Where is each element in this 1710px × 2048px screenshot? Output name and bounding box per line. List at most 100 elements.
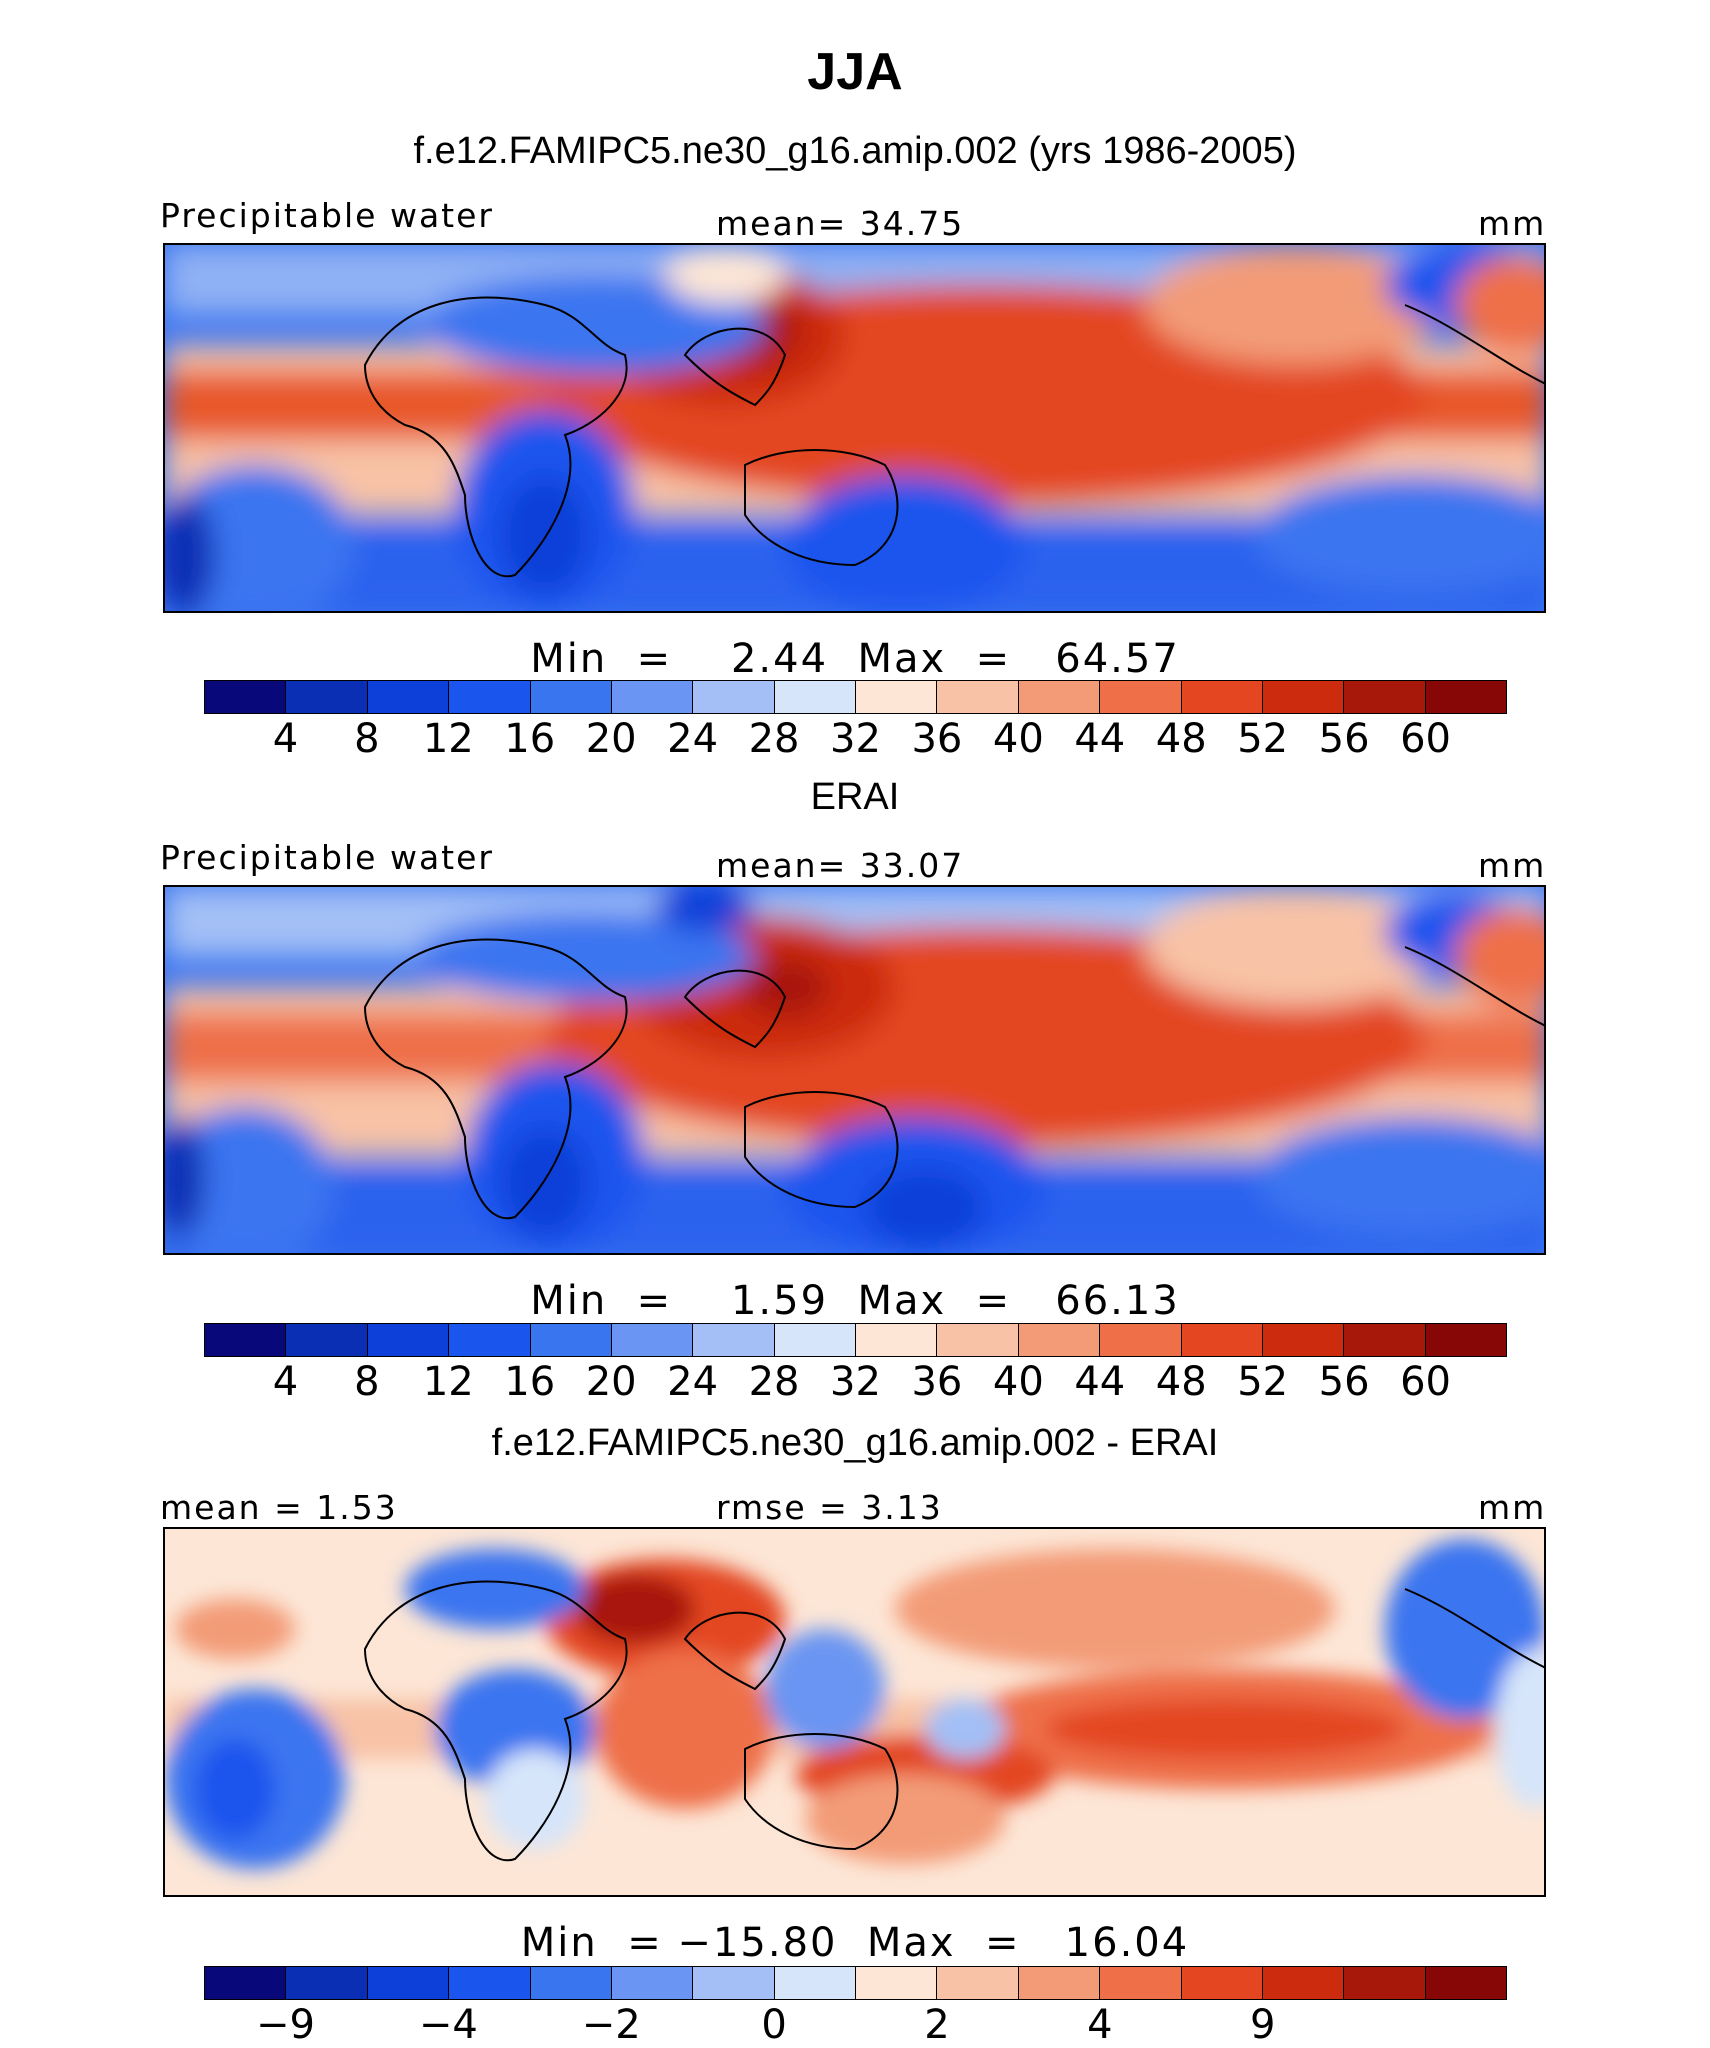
colorbar-tick-label: 2 <box>924 2002 950 2048</box>
colorbar-swatch <box>856 1324 938 1356</box>
panel-1-map <box>163 243 1546 613</box>
colorbar-swatch <box>205 681 287 713</box>
panel-1-colorbar <box>204 680 1507 714</box>
colorbar-swatch <box>367 1324 450 1356</box>
colorbar-tick-label: 36 <box>911 716 963 762</box>
colorbar-tick-label: 36 <box>911 1359 963 1405</box>
colorbar-swatch <box>1181 1324 1263 1356</box>
colorbar-tick-label: −4 <box>418 2002 478 2048</box>
colorbar-tick-label: 48 <box>1155 1359 1207 1405</box>
panel-3-map <box>163 1527 1546 1897</box>
colorbar-swatch <box>1262 1324 1345 1356</box>
colorbar-swatch <box>1018 1967 1101 1999</box>
colorbar-tick-label: 12 <box>422 716 474 762</box>
colorbar-swatch <box>205 1967 287 1999</box>
colorbar-tick-label: 24 <box>667 716 719 762</box>
panel-1-units-label: mm <box>1478 204 1547 243</box>
figure-title: JJA <box>807 43 903 101</box>
panel-2-map <box>163 885 1546 1255</box>
colorbar-swatch <box>1018 1324 1101 1356</box>
panel-3-rmse-label: rmse = 3.13 <box>716 1488 943 1527</box>
colorbar-swatch <box>286 681 368 713</box>
colorbar-swatch <box>693 1324 775 1356</box>
colorbar-swatch <box>937 1324 1019 1356</box>
colorbar-swatch <box>1344 1967 1426 1999</box>
colorbar-swatch <box>286 1967 368 1999</box>
colorbar-swatch <box>611 1967 694 1999</box>
panel-3-colorbar <box>204 1966 1507 2000</box>
panel-2-units-label: mm <box>1478 846 1547 885</box>
colorbar-swatch <box>611 681 694 713</box>
panel-2-colorbar <box>204 1323 1507 1357</box>
colorbar-swatch <box>937 681 1019 713</box>
colorbar-tick-label: 32 <box>830 716 881 762</box>
panel-2-title: ERAI <box>810 776 900 818</box>
colorbar-swatch <box>1100 681 1182 713</box>
colorbar-tick-label: 20 <box>585 1359 637 1405</box>
colorbar-swatch <box>856 681 938 713</box>
colorbar-tick-label: −2 <box>581 2002 641 2048</box>
panel-1-colorbar-ticks: 4 8 12 16 20 24 28 32 36 40 44 48 52 56 60 <box>204 716 1507 762</box>
colorbar-tick-label: 40 <box>992 716 1044 762</box>
colorbar-tick-label: 52 <box>1237 716 1289 762</box>
colorbar-tick-label: 56 <box>1318 716 1370 762</box>
panel-3-minmax: Min = −15.80 Max = 16.04 <box>520 1920 1190 1966</box>
colorbar-swatch <box>693 681 775 713</box>
colorbar-swatch <box>530 1967 612 1999</box>
colorbar-tick-label: −9 <box>255 2002 315 2048</box>
colorbar-tick-label: 28 <box>748 1359 800 1405</box>
colorbar-swatch <box>1100 1324 1182 1356</box>
colorbar-swatch <box>611 1324 694 1356</box>
colorbar-swatch <box>774 1324 856 1356</box>
panel-2-mean-label: mean= 33.07 <box>716 846 965 885</box>
colorbar-swatch <box>1262 1967 1345 1999</box>
panel-1-title: f.e12.FAMIPC5.ne30_g16.amip.002 (yrs 198… <box>413 130 1297 172</box>
colorbar-swatch <box>367 1967 450 1999</box>
panel-3-units-label: mm <box>1478 1488 1547 1527</box>
colorbar-swatch <box>449 1324 531 1356</box>
colorbar-swatch <box>856 1967 938 1999</box>
colorbar-tick-label: 16 <box>504 1359 556 1405</box>
colorbar-swatch <box>449 1967 531 1999</box>
panel-2-left-label: Precipitable water <box>160 838 494 877</box>
colorbar-tick-label: 32 <box>830 1359 881 1405</box>
panel-1-left-label: Precipitable water <box>160 196 494 235</box>
colorbar-swatch <box>1181 1967 1263 1999</box>
colorbar-tick-label: 4 <box>272 716 299 762</box>
colorbar-swatch <box>774 1967 856 1999</box>
panel-1-minmax: Min = 2.44 Max = 64.57 <box>530 636 1180 682</box>
colorbar-swatch <box>530 681 612 713</box>
colorbar-tick-label: 16 <box>504 716 556 762</box>
colorbar-tick-label: 20 <box>585 716 637 762</box>
colorbar-swatch <box>1425 1967 1506 1999</box>
colorbar-tick-label: 44 <box>1074 716 1126 762</box>
colorbar-tick-label: 44 <box>1074 1359 1126 1405</box>
colorbar-tick-label: 48 <box>1155 716 1207 762</box>
colorbar-swatch <box>1344 681 1426 713</box>
colorbar-tick-label: 4 <box>272 1359 299 1405</box>
colorbar-swatch <box>1262 681 1345 713</box>
panel-3-title: f.e12.FAMIPC5.ne30_g16.amip.002 - ERAI <box>491 1422 1219 1464</box>
panel-3-colorbar-ticks: −9 −4 −2 0 2 4 9 <box>204 2002 1507 2048</box>
colorbar-tick-label: 24 <box>667 1359 719 1405</box>
colorbar-swatch <box>1425 681 1506 713</box>
colorbar-tick-label: 60 <box>1400 716 1452 762</box>
colorbar-tick-label: 8 <box>354 716 380 762</box>
colorbar-tick-label: 12 <box>422 1359 474 1405</box>
colorbar-tick-label: 9 <box>1249 2002 1276 2048</box>
colorbar-swatch <box>1018 681 1101 713</box>
colorbar-swatch <box>286 1324 368 1356</box>
colorbar-tick-label: 56 <box>1318 1359 1370 1405</box>
panel-3-mean-label: mean = 1.53 <box>160 1488 398 1527</box>
colorbar-tick-label: 52 <box>1237 1359 1289 1405</box>
colorbar-swatch <box>693 1967 775 1999</box>
colorbar-swatch <box>367 681 450 713</box>
colorbar-swatch <box>1100 1967 1182 1999</box>
colorbar-tick-label: 0 <box>761 2002 787 2048</box>
colorbar-swatch <box>774 681 856 713</box>
colorbar-swatch <box>449 681 531 713</box>
panel-1-mean-label: mean= 34.75 <box>716 204 965 243</box>
panel-2-colorbar-ticks: 4 8 12 16 20 24 28 32 36 40 44 48 52 56 60 <box>204 1359 1507 1405</box>
colorbar-swatch <box>1344 1324 1426 1356</box>
colorbar-swatch <box>937 1967 1019 1999</box>
